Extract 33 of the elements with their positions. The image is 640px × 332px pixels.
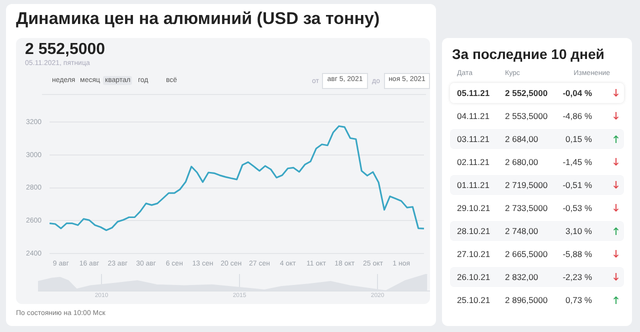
text: 2 665,5000: [505, 249, 548, 259]
chart-subtitle: 2 552,5000: [25, 41, 106, 59]
text: 2 719,5000: [505, 180, 548, 190]
text: 01.11.21: [457, 180, 490, 190]
text: 0,15 %: [566, 134, 592, 144]
text: 2 553,5000: [505, 111, 548, 121]
text: -2,23 %: [562, 272, 592, 282]
text: 05.11.21: [457, 88, 490, 98]
text: 2 733,5000: [505, 203, 548, 213]
text: 02.11.21: [457, 157, 490, 167]
chart-title: Динамика цен на алюминий (USD за тонну): [16, 9, 380, 29]
text: -0,53 %: [562, 203, 592, 213]
text: 26.10.21: [457, 272, 490, 282]
text: -0,04 %: [562, 88, 592, 98]
text: 3,10 %: [566, 226, 592, 236]
text: 27.10.21: [457, 249, 490, 259]
text: -1,45 %: [562, 157, 592, 167]
text: 2 832,00: [505, 272, 538, 282]
text: -4,86 %: [562, 111, 592, 121]
text: 2 896,5000: [505, 295, 548, 305]
text: 2 552,5000: [505, 88, 548, 98]
text: 2 748,00: [505, 226, 538, 236]
text: 29.10.21: [457, 203, 490, 213]
text: 04.11.21: [457, 111, 490, 121]
text: За последние 10 дней: [452, 46, 604, 62]
text: 03.11.21: [457, 134, 490, 144]
text: -5,88 %: [562, 249, 592, 259]
text: 0,73 %: [566, 295, 592, 305]
text: 28.10.21: [457, 226, 490, 236]
text: 25.10.21: [457, 295, 490, 305]
text: 2 680,00: [505, 157, 538, 167]
text: -0,51 %: [562, 180, 592, 190]
text: 2 684,00: [505, 134, 538, 144]
